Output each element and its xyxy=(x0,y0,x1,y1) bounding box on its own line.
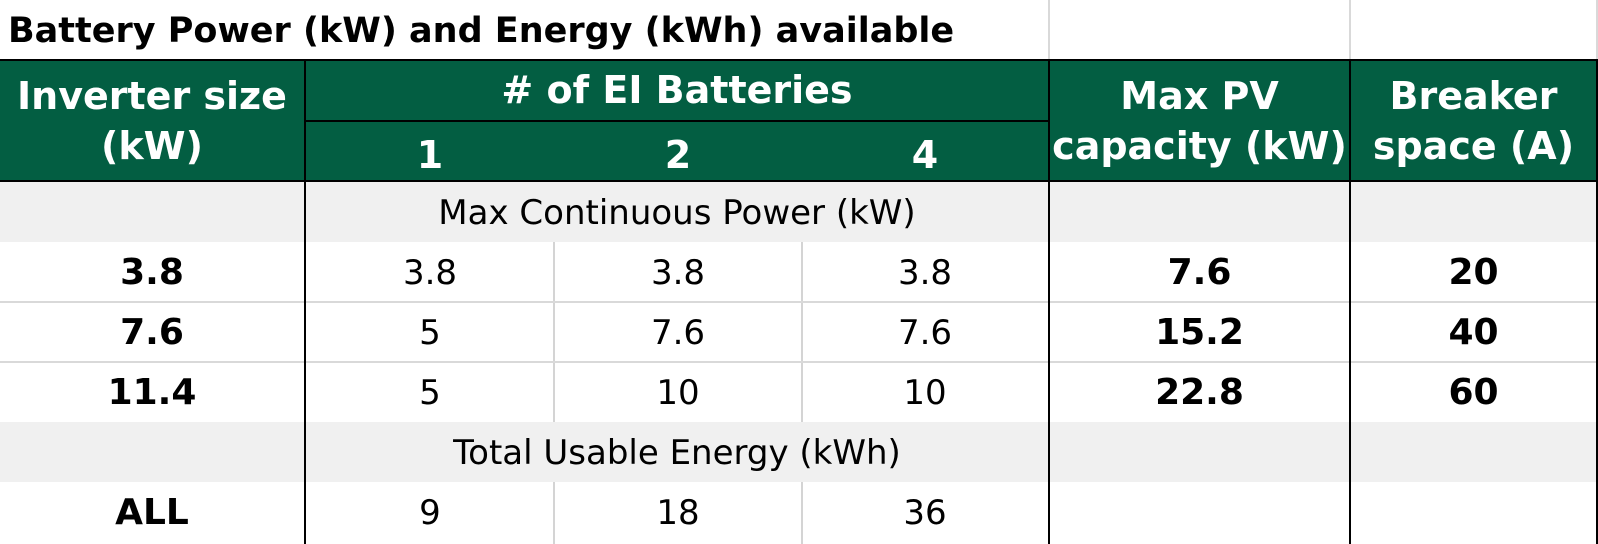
cell-battery-1: 3.8 xyxy=(402,253,458,293)
header-breaker-line2: space (A) xyxy=(1372,123,1575,168)
section-band-power xyxy=(0,182,1596,242)
header-inverter-line2: (kW) xyxy=(101,123,203,168)
title-grid-line xyxy=(1048,0,1050,60)
section-band-energy xyxy=(0,422,1596,482)
header-breaker-line1: Breaker xyxy=(1389,73,1558,118)
cell-max-pv: 15.2 xyxy=(1155,312,1244,353)
header-border xyxy=(306,120,1048,122)
column-border xyxy=(1596,182,1598,544)
section-title-energy: Total Usable Energy (kWh) xyxy=(453,433,901,473)
header-count-1-label: 1 xyxy=(416,132,444,177)
header-maxpv-line1: Max PV xyxy=(1120,73,1279,118)
header-maxpv-line2: capacity (kW) xyxy=(1052,123,1347,168)
header-count-2-label: 2 xyxy=(664,132,692,177)
title-grid-line xyxy=(1349,0,1351,60)
grid-line xyxy=(801,482,803,544)
cell-battery-2: 10 xyxy=(656,373,700,413)
header-inverter-size: Inverter size (kW) xyxy=(0,60,304,181)
cell-battery-2: 7.6 xyxy=(650,313,706,353)
table-title: Battery Power (kW) and Energy (kWh) avai… xyxy=(8,11,955,51)
cell-breaker: 20 xyxy=(1448,252,1499,293)
grid-line xyxy=(0,361,1596,363)
section-title-power: Max Continuous Power (kW) xyxy=(438,193,916,233)
cell-max-pv: 7.6 xyxy=(1167,252,1232,293)
header-border xyxy=(1048,60,1050,181)
header-max-pv: Max PV capacity (kW) xyxy=(1050,60,1349,181)
cell-inverter: 3.8 xyxy=(120,252,184,293)
header-count-2: 2 xyxy=(554,122,802,181)
column-border xyxy=(1048,182,1050,544)
column-border xyxy=(304,182,306,544)
cell-battery-1: 5 xyxy=(419,313,441,353)
grid-line xyxy=(0,301,1596,303)
header-count-1: 1 xyxy=(306,122,554,181)
header-breaker: Breaker space (A) xyxy=(1351,60,1596,181)
cell-battery-4: 7.6 xyxy=(897,313,953,353)
cell-inverter: ALL xyxy=(115,492,189,533)
cell-max-pv: 22.8 xyxy=(1155,372,1244,413)
grid-line xyxy=(553,242,555,422)
header-count-4: 4 xyxy=(802,122,1048,181)
header-batteries-label: # of EI Batteries xyxy=(501,68,853,112)
header-border xyxy=(1596,60,1598,181)
cell-battery-1: 5 xyxy=(419,373,441,413)
cell-battery-4: 3.8 xyxy=(897,253,953,293)
cell-breaker: 60 xyxy=(1448,372,1499,413)
grid-line xyxy=(801,242,803,422)
cell-inverter: 7.6 xyxy=(120,312,184,353)
cell-battery-2: 3.8 xyxy=(650,253,706,293)
header-border xyxy=(0,180,1598,182)
cell-battery-2: 18 xyxy=(656,493,700,533)
header-count-4-label: 4 xyxy=(911,132,939,177)
header-border xyxy=(304,60,306,181)
cell-battery-1: 9 xyxy=(419,493,441,533)
cell-battery-4: 36 xyxy=(903,493,947,533)
column-border xyxy=(1349,182,1351,544)
header-inverter-line1: Inverter size xyxy=(17,73,287,118)
cell-battery-4: 10 xyxy=(903,373,947,413)
cell-inverter: 11.4 xyxy=(107,372,197,413)
header-border xyxy=(1349,60,1351,181)
header-batteries: # of EI Batteries xyxy=(306,60,1048,120)
header-border xyxy=(0,59,1598,61)
cell-breaker: 40 xyxy=(1448,312,1499,353)
title-grid-line xyxy=(1596,0,1598,60)
grid-line xyxy=(553,482,555,544)
